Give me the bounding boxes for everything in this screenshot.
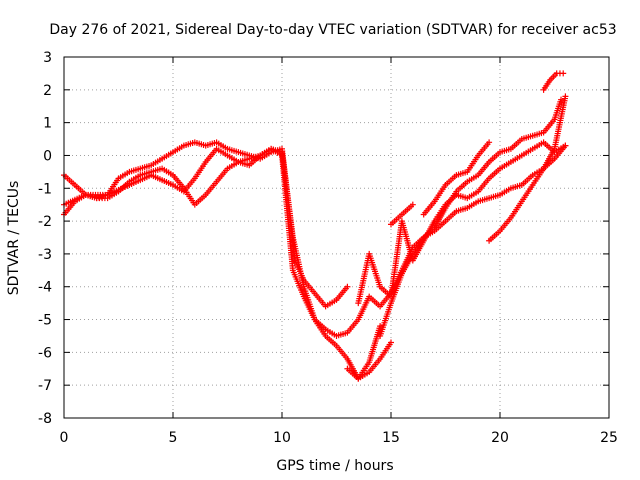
data-point-marker [377,323,384,330]
y-tick-label: 1 [43,116,52,132]
x-tick-label: 25 [600,430,618,446]
data-points [61,70,569,382]
data-point-marker [388,339,394,346]
plot-frame [63,56,610,419]
x-tick-label: 0 [60,430,69,446]
data-point-marker [558,96,565,103]
data-point-marker [560,70,567,77]
y-tick-label: -3 [38,247,52,263]
chart-title: Day 276 of 2021, Sidereal Day-to-day VTE… [49,22,616,38]
y-tick-label: -4 [38,280,52,296]
x-tick-label: 10 [273,430,291,446]
x-axis-label: GPS time / hours [276,458,393,474]
y-tick-label: -5 [38,313,52,329]
data-point-marker [344,283,351,290]
data-point-marker [562,142,569,149]
grid-lines [64,57,609,418]
y-tick-label: 0 [43,148,52,164]
data-point-marker [562,93,569,100]
y-axis-label: SDTVAR / TECUs [6,181,22,296]
y-tick-label: 3 [43,50,52,66]
y-tick-label: -1 [38,181,52,197]
data-point-marker [486,139,493,146]
x-tick-label: 20 [491,430,509,446]
data-point-marker [409,201,416,208]
y-tick-label: -8 [38,411,52,427]
y-tick-label: -2 [38,214,52,230]
x-tick-label: 5 [169,430,178,446]
y-tick-label: -7 [38,378,52,394]
y-tick-label: 2 [43,83,52,99]
y-tick-label: -6 [38,345,52,361]
x-tick-label: 15 [382,430,400,446]
